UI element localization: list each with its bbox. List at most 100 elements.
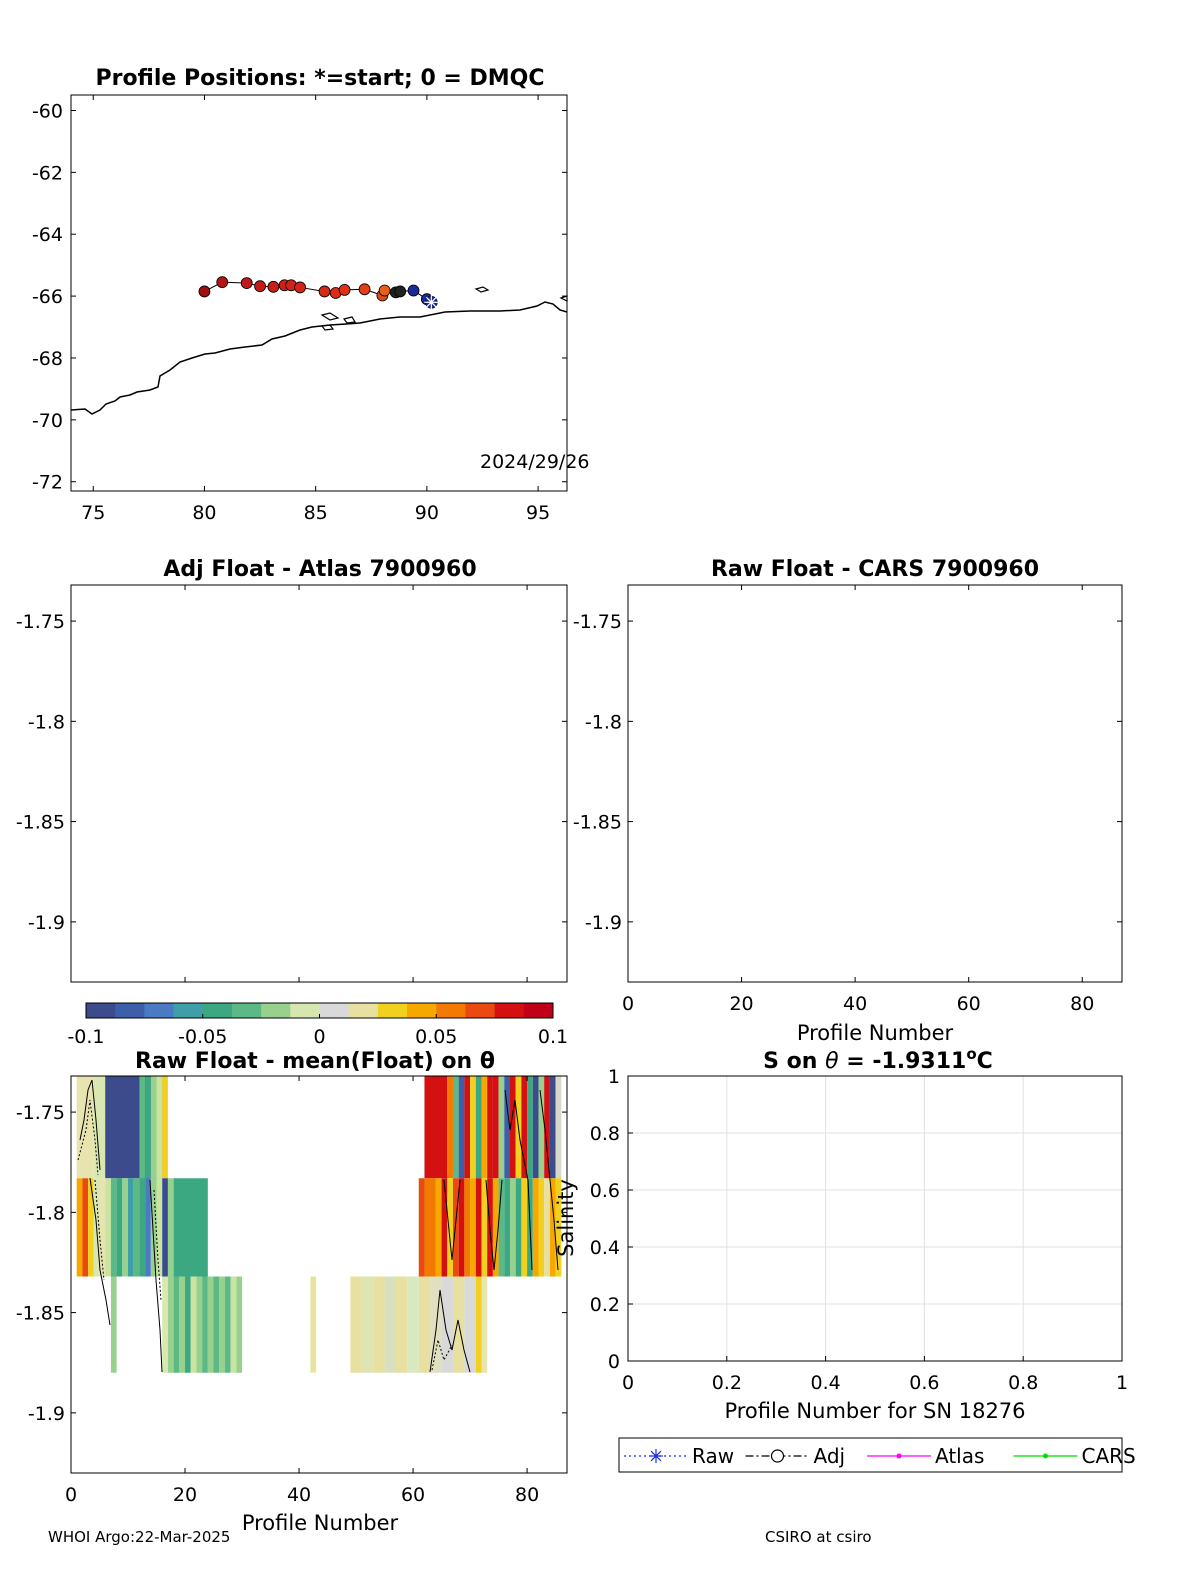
heatmap-cell (207, 1276, 214, 1373)
legend-item-raw: Raw (624, 1444, 734, 1468)
map-xtick-label: 90 (415, 502, 439, 524)
heatmap-cell (236, 1276, 243, 1373)
legend-items: Raw Adj Atlas CARS (624, 1444, 1136, 1468)
raw-cars-ticks: -1.75 -1.8 -1.85 -1.9 0 20 40 60 80 (573, 585, 1122, 1015)
legend-box (618, 1437, 1123, 1473)
heatmap-cell (475, 1276, 482, 1373)
heatmap-cell (538, 1178, 545, 1277)
heatmap-cell (110, 1276, 117, 1373)
legend-marker (770, 1449, 785, 1463)
heatmap-cell (475, 1076, 482, 1179)
ytick-label: -1.85 (573, 812, 622, 834)
ytick-label: 0.4 (590, 1237, 620, 1259)
xtick-label: 0.6 (909, 1372, 939, 1394)
heatmap-cell (464, 1076, 471, 1179)
heatmap-cell (76, 1178, 83, 1277)
colorbar-tick-label: 0.05 (415, 1026, 457, 1048)
heatmap-cell (441, 1276, 453, 1373)
heatmap-cell (310, 1276, 317, 1373)
ytick-label: -1.85 (16, 812, 65, 834)
xtick-label: 80 (515, 1484, 539, 1506)
xtick-label: 80 (1070, 993, 1094, 1015)
heatmap-cell (150, 1178, 157, 1277)
heatmap-cell (521, 1076, 528, 1179)
xtick-label: 0 (622, 993, 634, 1015)
ytick-label: -1.75 (573, 611, 622, 633)
colorbar-cell (319, 1003, 350, 1018)
raw-mean-title: Raw Float - mean(Float) on θ (135, 1049, 495, 1074)
coastline (70, 286, 568, 415)
map-ytick-label: -68 (32, 348, 63, 370)
ytick-label: -1.9 (585, 912, 622, 934)
xtick-label: 60 (957, 993, 981, 1015)
heatmap-cell (128, 1178, 134, 1277)
colorbar-cell (407, 1003, 437, 1018)
heatmap-cell (424, 1178, 436, 1277)
heatmap-cell (76, 1076, 94, 1179)
colorbar-cell (377, 1003, 408, 1018)
colorbar-tick-label: -0.05 (178, 1026, 227, 1048)
heatmap-cell (167, 1178, 174, 1277)
xtick-label: 20 (173, 1484, 197, 1506)
start-marker (424, 295, 439, 310)
heatmap-cell (538, 1076, 545, 1179)
heatmap-cell (509, 1178, 516, 1277)
heatmap-cell (481, 1276, 488, 1373)
heatmap-cell (185, 1276, 191, 1373)
ytick-label: 1 (608, 1066, 620, 1088)
heatmap-cell (470, 1076, 476, 1179)
xtick-label: 40 (287, 1484, 311, 1506)
legend-marker (650, 1450, 662, 1462)
raw-cars-title: Raw Float - CARS 7900960 (711, 557, 1039, 582)
salinity-grid (627, 1075, 1123, 1362)
heatmap-cell (418, 1276, 431, 1373)
legend-marker (1043, 1453, 1048, 1459)
colorbar-cell (261, 1003, 291, 1018)
ytick-label: -1.85 (16, 1303, 65, 1325)
heatmap-cell (549, 1178, 556, 1277)
legend: Raw Adj Atlas CARS (618, 1437, 1136, 1473)
float-track (198, 276, 439, 310)
ytick-label: -1.8 (28, 1202, 65, 1224)
ytick-label: -1.9 (28, 1403, 65, 1425)
heatmap-cell (213, 1276, 220, 1373)
heatmap-cell (549, 1076, 556, 1179)
map-ytick-label: -62 (32, 162, 63, 184)
ytick-label: 0.2 (590, 1294, 620, 1316)
profile-point (240, 277, 253, 290)
map-xtick-label: 80 (192, 502, 216, 524)
map-ytick-label: -64 (32, 224, 63, 246)
heatmap-cell (481, 1178, 488, 1277)
heatmap-cell (532, 1076, 539, 1179)
heatmap-cell (350, 1276, 362, 1373)
heatmap-cell (230, 1276, 237, 1373)
colorbar-cell (115, 1003, 145, 1018)
ytick-label: -1.9 (28, 912, 65, 934)
heatmap-cell (430, 1276, 442, 1373)
heatmap-cell (458, 1178, 465, 1277)
heatmap-cell (498, 1076, 505, 1179)
profile-point (378, 284, 391, 297)
profile-point (267, 280, 280, 293)
ytick-label: 0.8 (590, 1123, 620, 1145)
xtick-label: 60 (401, 1484, 425, 1506)
heatmap-cell (219, 1276, 225, 1373)
map-ytick-label: -72 (32, 472, 63, 494)
heatmap-cell (93, 1076, 106, 1179)
heatmap-cell (481, 1076, 488, 1179)
profile-point (394, 285, 407, 298)
xtick-label: 20 (729, 993, 753, 1015)
xtick-label: 1 (1116, 1372, 1128, 1394)
heatmap-cell (458, 1076, 465, 1179)
map-xtick-label: 75 (81, 502, 105, 524)
map-ytick-label: -60 (32, 100, 63, 122)
map-ticks: 75 80 85 90 95 -60 -62 -64 -66 -68 -70 -72 (32, 95, 567, 524)
heatmap-cell (504, 1076, 510, 1179)
legend-marker (896, 1453, 902, 1459)
colorbar-cell (290, 1003, 320, 1018)
profile-point (216, 276, 229, 289)
colorbar-cell (465, 1003, 496, 1018)
heatmap-cell (492, 1076, 499, 1179)
heatmap-cell (521, 1178, 528, 1277)
heatmap-cell (224, 1276, 231, 1373)
